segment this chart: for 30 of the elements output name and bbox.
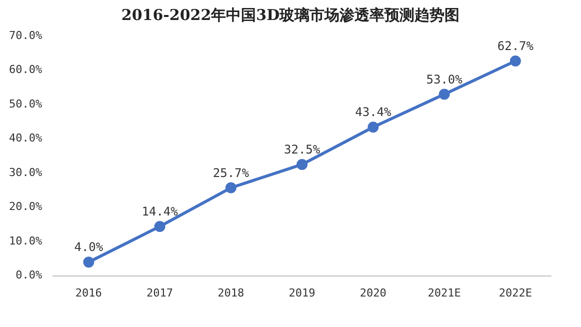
point <box>368 122 379 133</box>
y-tick-label: 10.0% <box>8 234 42 248</box>
x-tick-label: 2021E <box>428 286 461 300</box>
x-tick-label: 2016 <box>75 286 102 300</box>
x-tick-label: 2017 <box>146 286 174 300</box>
x-tick-label: 2018 <box>218 286 244 300</box>
point <box>438 88 450 100</box>
data-label: 4.0% <box>74 240 104 254</box>
chart-title: 2016-2022年中国3D玻璃市场渗透率预测趋势图 <box>120 5 461 26</box>
y-tick-label: 20.0% <box>8 200 42 214</box>
point <box>225 182 236 194</box>
point <box>296 158 308 170</box>
x-tick-label: 2022E <box>498 286 532 300</box>
data-label: 32.5% <box>284 142 321 157</box>
x-tick-label: 2020 <box>360 286 386 300</box>
y-tick-label: 0.0% <box>16 268 42 282</box>
point <box>510 56 521 67</box>
data-label: 25.7% <box>212 166 250 180</box>
data-label: 14.4% <box>142 204 179 219</box>
data-label: 43.4% <box>355 105 392 120</box>
x-tick-label: 2019 <box>288 286 316 300</box>
y-tick-label: 60.0% <box>8 63 42 76</box>
y-tick-label: 50.0% <box>8 97 42 110</box>
y-tick-label: 40.0% <box>8 132 42 145</box>
y-tick-label: 70.0% <box>8 28 42 42</box>
data-label: 62.7% <box>497 39 534 54</box>
point <box>83 256 94 268</box>
point <box>154 220 166 232</box>
data-label: 53.0% <box>426 72 464 86</box>
y-tick-label: 30.0% <box>8 166 42 179</box>
